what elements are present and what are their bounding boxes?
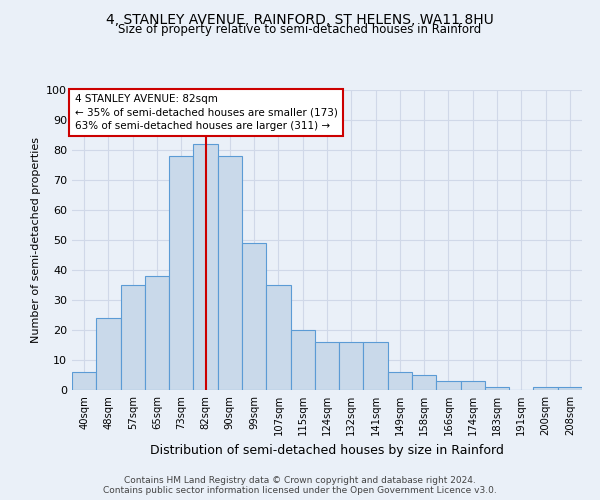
Bar — [193, 144, 218, 390]
Bar — [290, 330, 315, 390]
Bar — [121, 285, 145, 390]
Text: 4 STANLEY AVENUE: 82sqm
← 35% of semi-detached houses are smaller (173)
63% of s: 4 STANLEY AVENUE: 82sqm ← 35% of semi-de… — [74, 94, 337, 131]
Bar — [242, 243, 266, 390]
Bar — [96, 318, 121, 390]
Bar — [72, 372, 96, 390]
Bar — [364, 342, 388, 390]
Bar — [315, 342, 339, 390]
Bar — [436, 381, 461, 390]
Text: 4, STANLEY AVENUE, RAINFORD, ST HELENS, WA11 8HU: 4, STANLEY AVENUE, RAINFORD, ST HELENS, … — [106, 12, 494, 26]
Bar — [558, 387, 582, 390]
Text: Contains HM Land Registry data © Crown copyright and database right 2024.: Contains HM Land Registry data © Crown c… — [124, 476, 476, 485]
Text: Contains public sector information licensed under the Open Government Licence v3: Contains public sector information licen… — [103, 486, 497, 495]
Bar — [145, 276, 169, 390]
Bar — [266, 285, 290, 390]
Bar — [461, 381, 485, 390]
Text: Size of property relative to semi-detached houses in Rainford: Size of property relative to semi-detach… — [118, 22, 482, 36]
Bar — [485, 387, 509, 390]
Bar — [412, 375, 436, 390]
Bar — [339, 342, 364, 390]
X-axis label: Distribution of semi-detached houses by size in Rainford: Distribution of semi-detached houses by … — [150, 444, 504, 456]
Bar — [169, 156, 193, 390]
Bar — [388, 372, 412, 390]
Bar — [218, 156, 242, 390]
Bar — [533, 387, 558, 390]
Y-axis label: Number of semi-detached properties: Number of semi-detached properties — [31, 137, 41, 343]
